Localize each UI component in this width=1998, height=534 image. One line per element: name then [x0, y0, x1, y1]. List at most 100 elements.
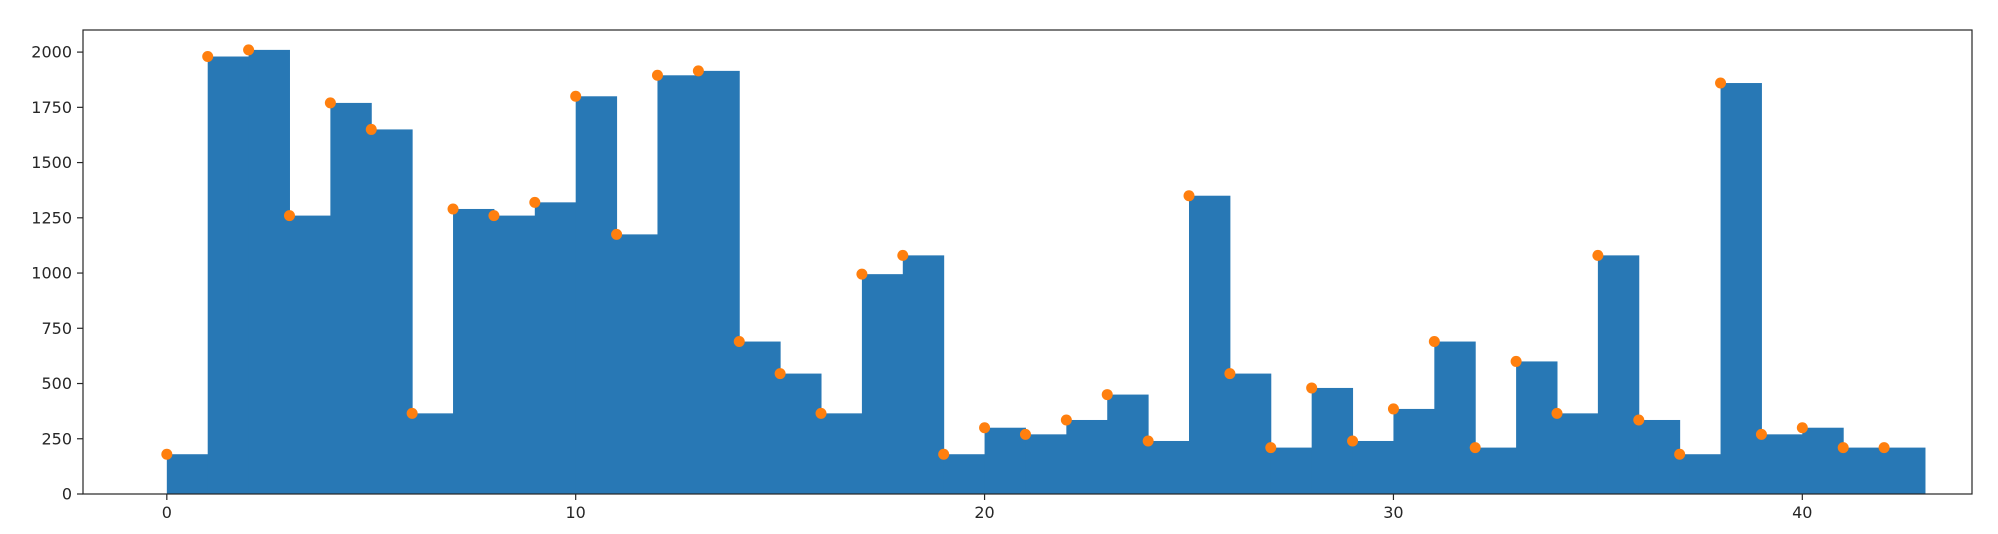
- data-point: [897, 249, 909, 261]
- y-tick-label: 1000: [31, 264, 72, 283]
- plot-frame: [82, 29, 1973, 495]
- bar: [984, 427, 1026, 494]
- x-axis: 0 10 20 30 40: [162, 494, 1812, 522]
- data-point: [938, 448, 950, 460]
- bar: [1843, 447, 1885, 494]
- data-point: [774, 368, 786, 380]
- bar: [1720, 83, 1762, 495]
- data-point: [529, 196, 541, 208]
- y-tick-label: 0: [62, 485, 72, 504]
- bar: [1148, 440, 1190, 494]
- data-point: [1347, 435, 1359, 447]
- bar: [780, 373, 822, 494]
- bar: [1393, 408, 1435, 494]
- bar: [1311, 387, 1354, 494]
- data-point: [815, 407, 827, 419]
- bar: [412, 413, 454, 494]
- bar: [330, 102, 372, 495]
- bar: [1189, 195, 1231, 494]
- data-point: [202, 51, 214, 63]
- bar: [1025, 434, 1067, 494]
- data-point: [1428, 336, 1440, 348]
- data-point: [1796, 422, 1808, 434]
- data-point: [1715, 77, 1727, 89]
- y-tick-label: 1750: [31, 98, 72, 117]
- data-point: [979, 422, 991, 434]
- bar: [453, 208, 495, 494]
- data-point: [1878, 442, 1890, 454]
- data-point: [1510, 355, 1522, 367]
- data-point: [1755, 428, 1767, 440]
- data-point: [406, 407, 418, 419]
- x-tick-label: 30: [1383, 503, 1403, 522]
- bar: [534, 202, 577, 495]
- bar: [861, 274, 904, 494]
- bar: [575, 96, 618, 495]
- data-point: [1674, 448, 1686, 460]
- y-tick-label: 500: [41, 374, 72, 393]
- bar: [371, 129, 413, 494]
- points-layer: [161, 44, 1890, 460]
- bar: [902, 255, 945, 494]
- bar: [207, 56, 250, 495]
- data-point: [1224, 368, 1236, 380]
- data-point: [1183, 190, 1195, 202]
- y-tick-label: 2000: [31, 43, 72, 62]
- data-point: [1633, 414, 1645, 426]
- data-point: [1142, 435, 1154, 447]
- bar: [1516, 361, 1558, 494]
- bar: [1761, 434, 1803, 494]
- bar: [1229, 373, 1272, 494]
- data-point: [161, 448, 173, 460]
- x-tick-label: 0: [162, 503, 172, 522]
- bar: [1352, 440, 1394, 494]
- data-point: [1265, 442, 1277, 454]
- y-axis: 0 250 500 750 1000 1250 1500 1750 2000: [31, 43, 83, 504]
- data-point: [324, 97, 336, 109]
- data-point: [651, 69, 663, 81]
- data-point: [1387, 403, 1399, 415]
- bar: [248, 49, 290, 495]
- bar: [616, 234, 658, 494]
- bar: [166, 454, 209, 494]
- bar: [1679, 454, 1722, 494]
- bar: [698, 70, 740, 494]
- y-tick-label: 750: [41, 319, 72, 338]
- data-point: [1019, 428, 1031, 440]
- x-tick-label: 10: [566, 503, 586, 522]
- bar: [1802, 427, 1844, 494]
- y-tick-label: 1250: [31, 208, 72, 227]
- bar: [1066, 419, 1108, 494]
- bar: [1556, 413, 1599, 494]
- data-point: [488, 210, 500, 222]
- bar: [1434, 341, 1476, 494]
- bar: [1107, 394, 1149, 494]
- data-point: [1306, 382, 1318, 394]
- y-tick-label: 1500: [31, 153, 72, 172]
- data-point: [243, 44, 255, 56]
- bar: [1597, 255, 1640, 494]
- bar: [657, 75, 699, 495]
- bar: [943, 454, 986, 494]
- data-point: [447, 203, 459, 215]
- data-point: [1837, 442, 1849, 454]
- data-point: [1551, 407, 1563, 419]
- data-point: [1060, 414, 1072, 426]
- data-point: [692, 65, 704, 77]
- bar: [821, 413, 863, 494]
- bar: [289, 215, 331, 494]
- bars-layer: [166, 49, 1926, 495]
- data-point: [1469, 442, 1481, 454]
- data-point: [1592, 249, 1604, 261]
- data-point: [365, 123, 377, 135]
- bar: [1475, 447, 1517, 494]
- x-tick-label: 40: [1792, 503, 1812, 522]
- data-point: [283, 210, 295, 222]
- bar: [1638, 419, 1681, 494]
- data-point: [1101, 389, 1113, 401]
- data-point: [611, 228, 623, 240]
- data-point: [856, 268, 868, 280]
- bar: [739, 341, 781, 494]
